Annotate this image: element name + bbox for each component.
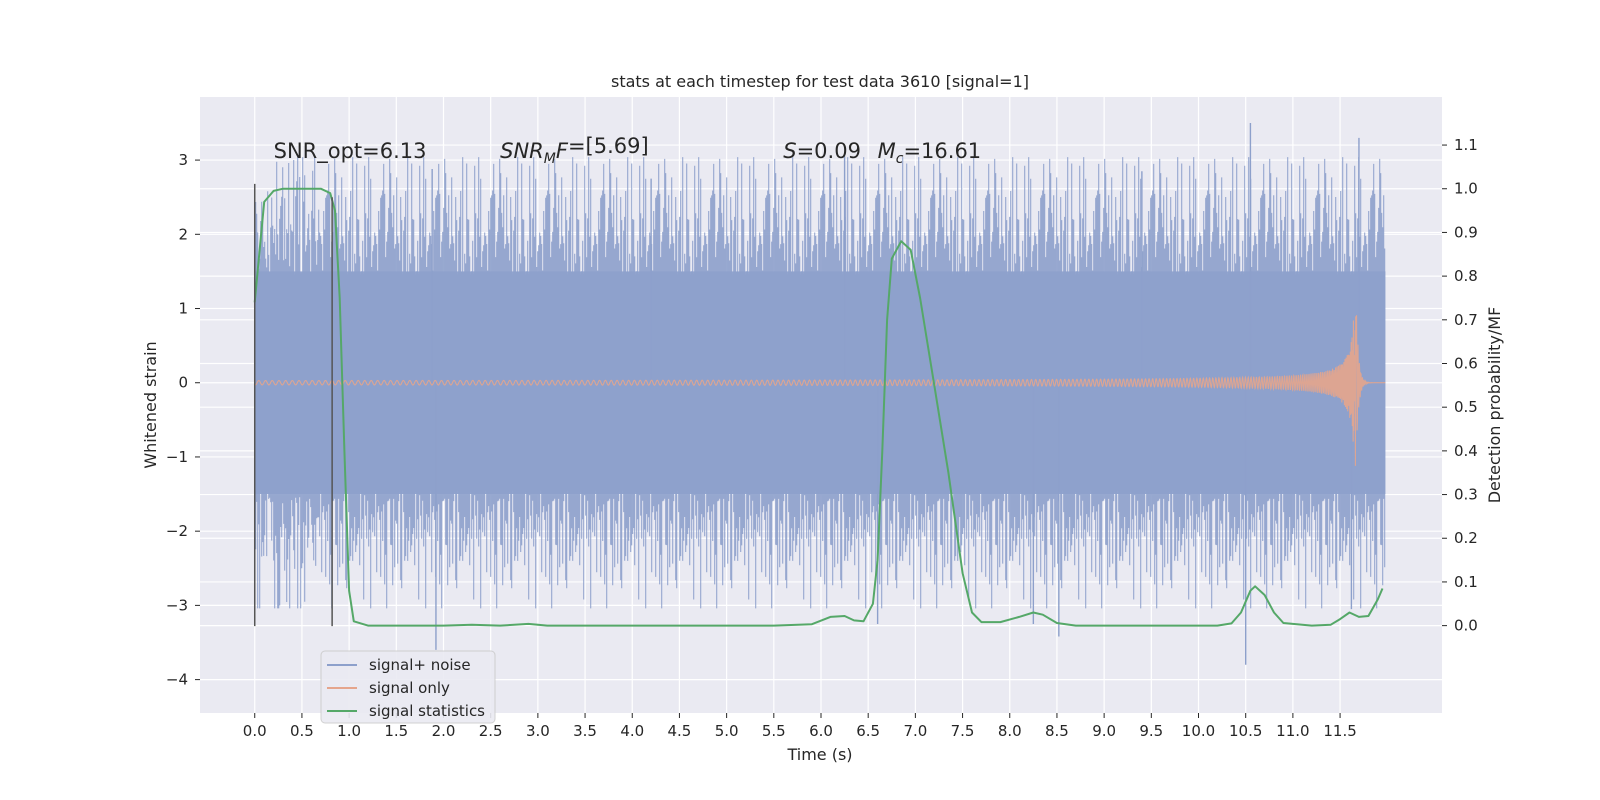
x-tick-label: 0.0	[243, 722, 267, 740]
y-right-tick-label: 0.2	[1454, 529, 1478, 547]
x-tick-label: 2.5	[479, 722, 503, 740]
y-right-tick-label: 0.6	[1454, 354, 1478, 372]
x-tick-label: 9.5	[1139, 722, 1163, 740]
annotation-text: SNRMF=[5.69]	[500, 134, 649, 167]
annotation-part: c	[896, 151, 904, 167]
y-right-axis-label: Detection probability/MF	[1485, 307, 1504, 504]
y-left-tick-label: −3	[166, 596, 188, 614]
x-tick-label: 11.5	[1323, 722, 1356, 740]
y-right-tick-label: 0.7	[1454, 311, 1478, 329]
y-right-axis-ticks: 0.0 0.1 0.2 0.3 0.4 0.5 0.6 0.7 0.8 0.9 1.0 1.1	[1442, 136, 1478, 635]
vertical-markers	[253, 183, 333, 627]
x-tick-label: 7.5	[951, 722, 975, 740]
y-left-tick-label: −4	[166, 671, 188, 689]
y-right-tick-label: 1.0	[1454, 180, 1478, 198]
annotation-part: M	[878, 139, 896, 163]
x-tick-label: 7.0	[903, 722, 927, 740]
x-tick-label: 9.0	[1092, 722, 1116, 740]
x-tick-label: 10.5	[1229, 722, 1262, 740]
annotation-part: M	[544, 151, 556, 167]
annotation-text: SNR_opt=6.13	[274, 139, 427, 164]
y-right-tick-label: 0.0	[1454, 617, 1478, 635]
annotation-part: SNR	[500, 139, 544, 163]
series-signal-only	[254, 315, 1386, 466]
y-right-tick-label: 0.1	[1454, 573, 1478, 591]
annotation-part: S	[783, 139, 796, 163]
x-tick-label: 3.5	[573, 722, 597, 740]
x-tick-label: 11.0	[1276, 722, 1309, 740]
legend-label: signal statistics	[369, 702, 485, 720]
statistics-line	[253, 187, 1384, 627]
legend-label: signal+ noise	[369, 656, 471, 674]
y-right-tick-label: 0.8	[1454, 267, 1478, 285]
annotation-part: SNR_opt=6.13	[274, 139, 427, 164]
y-left-tick-label: 1	[178, 300, 188, 318]
x-tick-label: 10.0	[1182, 722, 1215, 740]
annotation-part: =16.61	[903, 139, 981, 163]
y-right-tick-label: 1.1	[1454, 136, 1478, 154]
chirp-trace	[254, 315, 1386, 466]
y-right-tick-label: 0.5	[1454, 398, 1478, 416]
x-tick-label: 4.0	[620, 722, 644, 740]
y-right-tick-label: 0.3	[1454, 486, 1478, 504]
x-tick-label: 0.5	[290, 722, 314, 740]
chart-title: stats at each timestep for test data 361…	[611, 72, 1029, 91]
y-right-tick-label: 0.4	[1454, 442, 1478, 460]
x-tick-label: 8.0	[998, 722, 1022, 740]
y-left-tick-label: 2	[178, 225, 188, 243]
legend-box	[320, 650, 496, 724]
annotations: SNR_opt=6.13 SNRMF=[5.69] S=0.09 Mc=16.61	[274, 134, 982, 167]
y-left-tick-label: −1	[166, 448, 188, 466]
annotation-text: Mc=16.61	[878, 139, 982, 167]
x-tick-label: 5.5	[762, 722, 786, 740]
annotation-part: F	[556, 139, 569, 163]
x-tick-label: 3.0	[526, 722, 550, 740]
x-tick-label: 8.5	[1045, 722, 1069, 740]
y-left-axis-ticks: −4 −3 −2 −1 0 1 2 3	[166, 151, 200, 689]
x-tick-label: 1.5	[384, 722, 408, 740]
annotation-part: =[5.69]	[568, 134, 649, 158]
y-left-tick-label: 3	[178, 151, 188, 169]
annotation-text: S=0.09	[783, 139, 861, 163]
legend: signal+ noise signal only signal statistic…	[320, 650, 496, 724]
y-left-axis-label: Whitened strain	[141, 341, 160, 468]
x-axis-ticks: 0.0 0.5 1.0 1.5 2.0 2.5 3.0 3.5 4.0 4.5 5.0 5.5 6.0 6…	[243, 713, 1357, 740]
y-left-tick-label: −2	[166, 522, 188, 540]
x-axis-label: Time (s)	[786, 745, 852, 764]
series-signal-statistics	[253, 187, 1384, 627]
x-tick-label: 2.0	[432, 722, 456, 740]
x-tick-label: 5.0	[715, 722, 739, 740]
x-tick-label: 1.0	[337, 722, 361, 740]
legend-label: signal only	[369, 679, 450, 697]
x-tick-label: 6.0	[809, 722, 833, 740]
x-tick-label: 4.5	[668, 722, 692, 740]
x-tick-label: 6.5	[856, 722, 880, 740]
annotation-part: =0.09	[797, 139, 861, 163]
y-left-tick-label: 0	[178, 374, 188, 392]
y-right-tick-label: 0.9	[1454, 223, 1478, 241]
